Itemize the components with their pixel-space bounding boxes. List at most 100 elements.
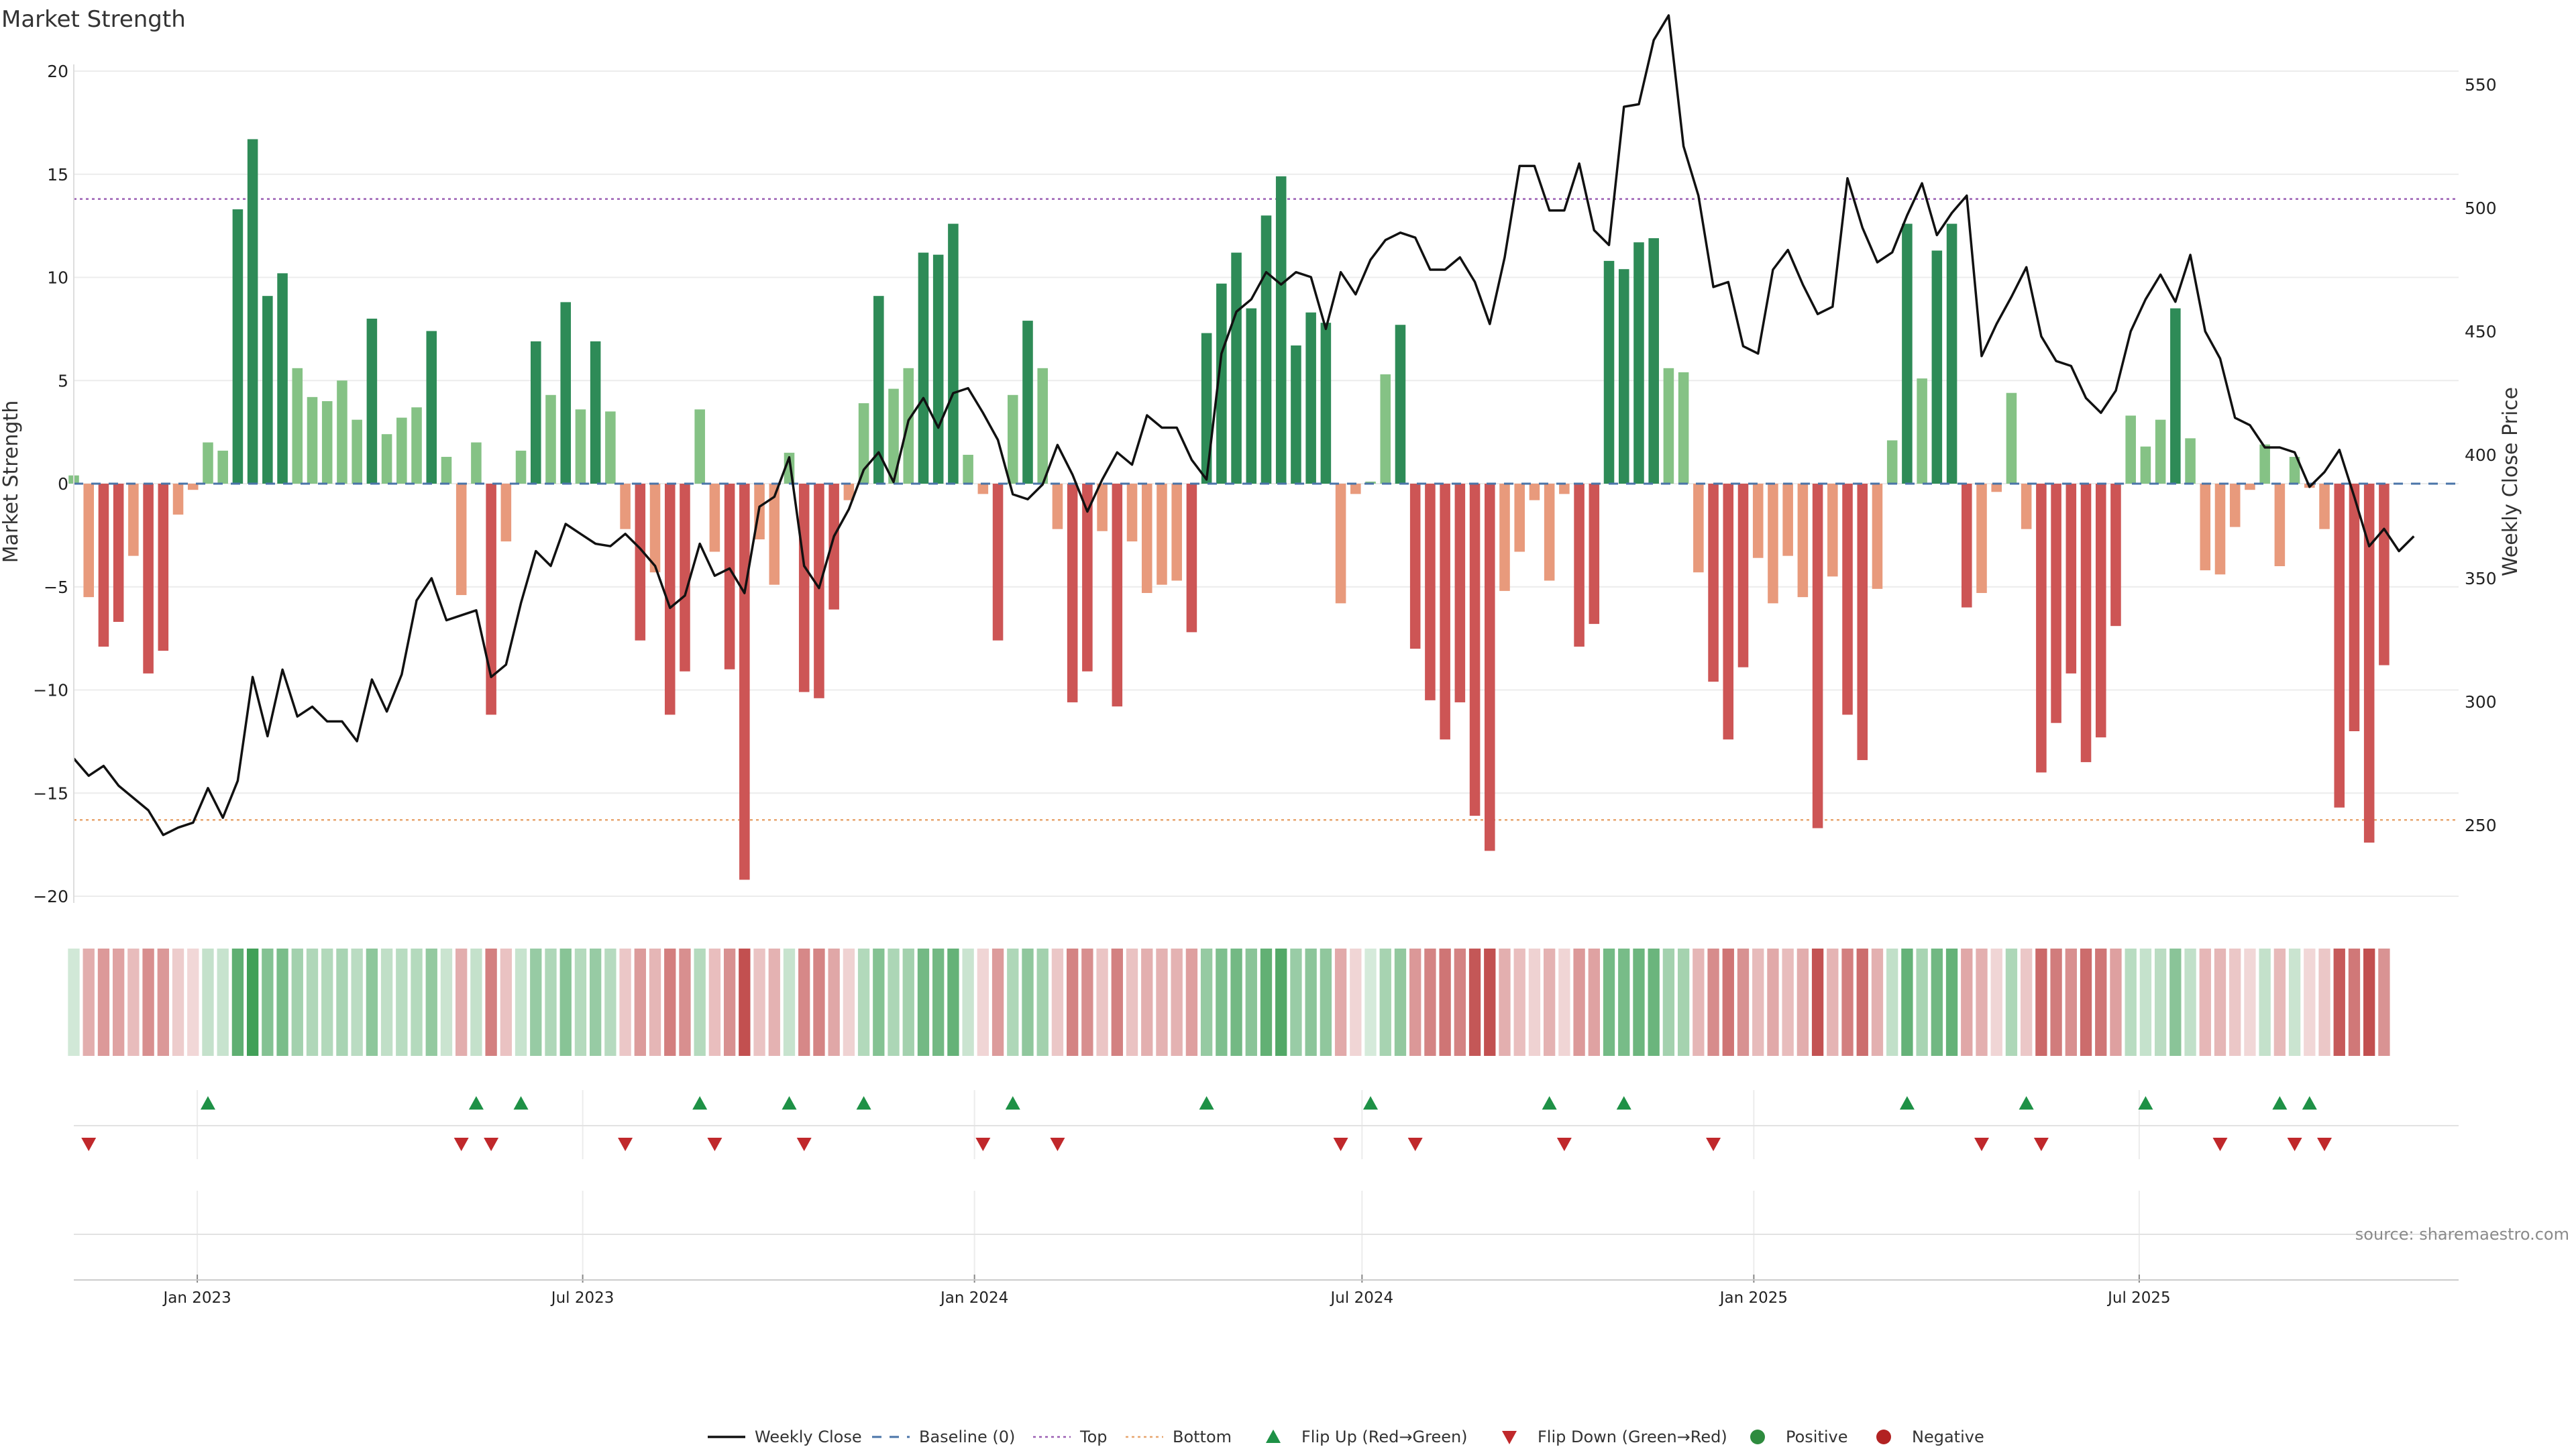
heat-cell: [559, 949, 572, 1056]
bar-positive: [366, 319, 378, 484]
heat-cell: [142, 949, 154, 1056]
bar-negative: [769, 484, 780, 585]
y-left-tick-label: 15: [47, 165, 68, 184]
bar-negative: [1574, 484, 1585, 647]
bar-positive: [232, 209, 244, 484]
bar-negative: [1469, 484, 1481, 816]
bar-negative: [1976, 484, 1987, 593]
bar-positive: [1618, 269, 1629, 484]
heat-cell: [1185, 949, 1198, 1056]
heat-cell: [2139, 949, 2152, 1056]
heat-cell: [813, 949, 825, 1056]
heat-cell: [917, 949, 930, 1056]
bar-negative: [1857, 484, 1868, 761]
legend-label: Baseline (0): [919, 1428, 1015, 1446]
legend-item: Positive: [1750, 1428, 1848, 1446]
bar-positive: [1260, 215, 1272, 484]
bar-positive: [441, 457, 452, 484]
flip-down-marker: [2287, 1138, 2302, 1151]
bar-positive: [1320, 323, 1332, 484]
bar-positive: [2289, 457, 2300, 484]
bar-negative: [1514, 484, 1525, 552]
flip-up-marker: [1363, 1096, 1379, 1110]
bar-negative: [2349, 484, 2360, 731]
heat-cell: [246, 949, 259, 1056]
bar-positive: [1037, 368, 1048, 484]
heat-cell: [1827, 949, 1839, 1056]
axes: 20 15 10 5 0 −5 −10 −15 −20 550 500 450 400 350 300 250…: [33, 62, 2496, 1307]
heat-cell: [1752, 949, 1764, 1056]
heat-cell: [589, 949, 602, 1056]
heat-cell: [1171, 949, 1183, 1056]
bar-negative: [128, 484, 139, 556]
flip-up-marker: [2138, 1096, 2153, 1110]
heat-cell: [1662, 949, 1675, 1056]
heat-cell: [396, 949, 408, 1056]
bar-positive: [2185, 438, 2196, 484]
heat-cell: [262, 949, 274, 1056]
heat-cell: [2333, 949, 2345, 1056]
heat-cell: [1200, 949, 1213, 1056]
bar-negative: [1141, 484, 1152, 593]
bar-negative: [1797, 484, 1809, 598]
heat-cell: [1260, 949, 1273, 1056]
strength-bars: [68, 139, 2390, 880]
heat-cell: [485, 949, 497, 1056]
heat-cell: [768, 949, 780, 1056]
heat-cell: [1528, 949, 1541, 1056]
legend-item: Flip Up (Red→Green): [1266, 1428, 1468, 1446]
heat-cell: [2288, 949, 2301, 1056]
flip-markers-panel: [74, 1096, 2459, 1235]
heat-cell: [1364, 949, 1377, 1056]
bar-positive: [1380, 374, 1391, 484]
bar-positive: [1291, 345, 1301, 484]
heat-cell: [172, 949, 184, 1056]
bar-negative: [814, 484, 824, 698]
bar-positive: [381, 434, 392, 484]
flip-up-marker: [856, 1096, 871, 1110]
heat-cell: [1931, 949, 1943, 1056]
legend-item: Weekly Close: [708, 1428, 862, 1446]
heat-cell: [500, 949, 513, 1056]
heat-cell: [1648, 949, 1660, 1056]
heat-cell: [1558, 949, 1570, 1056]
heat-cell: [1693, 949, 1705, 1056]
heat-cell: [127, 949, 140, 1056]
heat-cell: [97, 949, 110, 1056]
bar-positive: [2170, 308, 2181, 484]
heat-cell: [2378, 949, 2390, 1056]
bar-negative: [158, 484, 169, 651]
legend-item: Bottom: [1126, 1428, 1232, 1446]
bar-positive: [605, 411, 616, 484]
flip-up-marker: [468, 1096, 484, 1110]
bar-positive: [1201, 333, 1212, 484]
heat-cell: [351, 949, 363, 1056]
y-left-tick-label: 5: [58, 371, 68, 390]
y-left-tick-label: 0: [58, 474, 68, 494]
heat-cell: [574, 949, 587, 1056]
legend-item: Top: [1033, 1428, 1108, 1446]
heat-cell: [470, 949, 482, 1056]
heat-cell: [1871, 949, 1884, 1056]
x-tick-label: Jan 2025: [1719, 1289, 1788, 1307]
heat-cell: [2110, 949, 2122, 1056]
heat-cell: [828, 949, 840, 1056]
bar-negative: [486, 484, 496, 715]
heat-cell: [1901, 949, 1913, 1056]
bar-positive: [396, 417, 407, 484]
bar-negative: [1752, 484, 1764, 558]
heat-cell: [1275, 949, 1287, 1056]
heat-cell: [1111, 949, 1123, 1056]
heat-cell: [2273, 949, 2286, 1056]
bar-negative: [143, 484, 154, 674]
legend-triangle-down-icon: [1502, 1431, 1517, 1444]
heat-cell: [1737, 949, 1750, 1056]
bar-negative: [2363, 484, 2375, 843]
bar-negative: [2379, 484, 2390, 665]
heat-cell: [530, 949, 542, 1056]
bar-positive: [948, 223, 959, 484]
heat-cell: [753, 949, 765, 1056]
heat-cell: [1841, 949, 1854, 1056]
heat-cell: [1051, 949, 1064, 1056]
heat-cell: [1320, 949, 1332, 1056]
